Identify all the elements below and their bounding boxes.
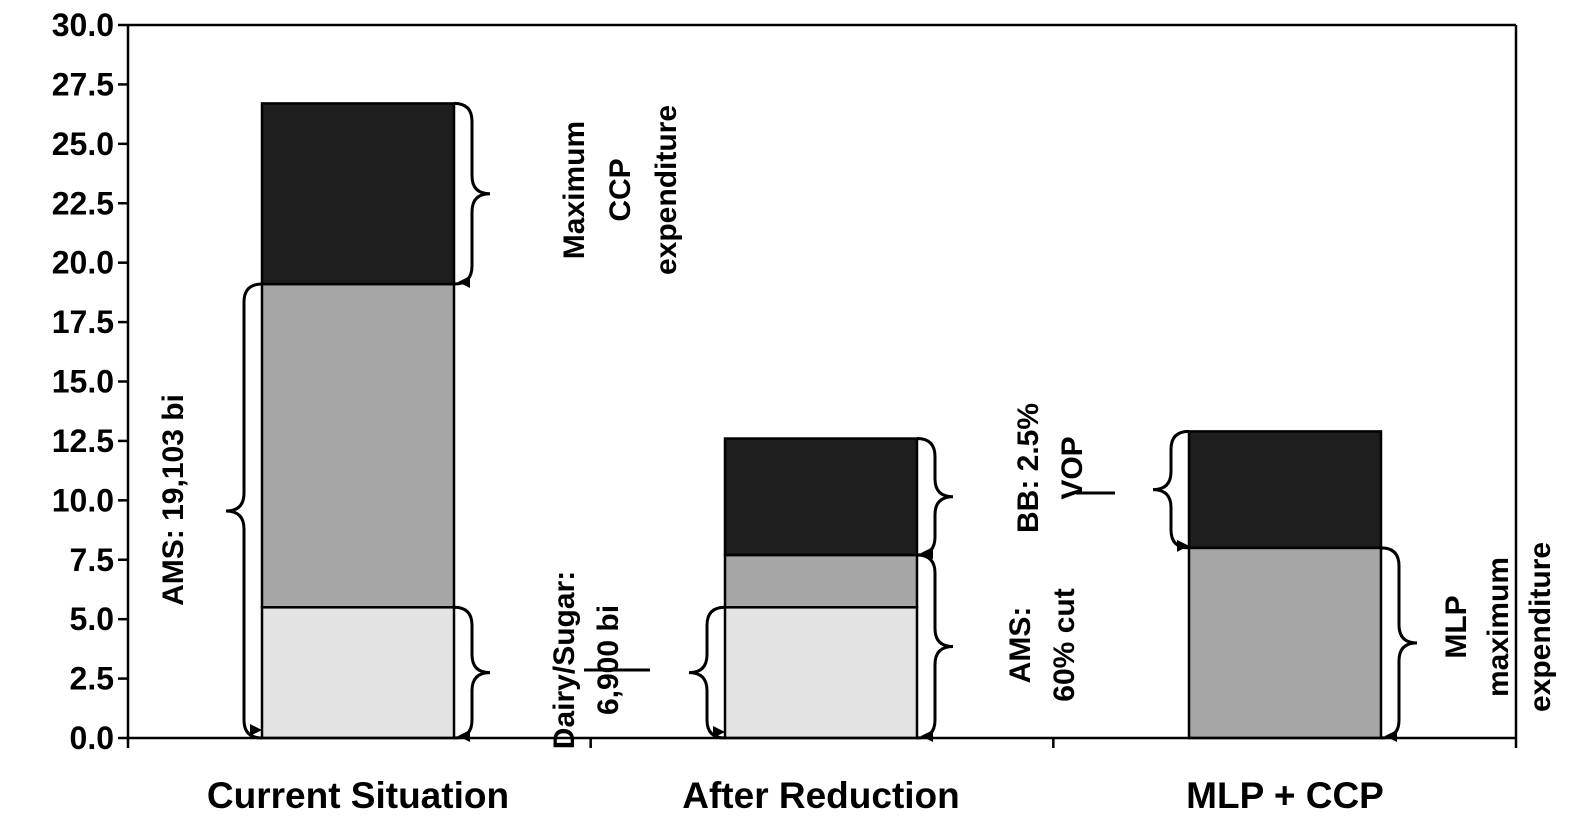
arrow-ams-cut — [921, 730, 933, 742]
category-labels: Current Situation After Reduction MLP + CC… — [207, 775, 1384, 816]
brace-max-ccp — [453, 101, 491, 286]
annotation-ams-cut: AMS: 60% cut — [1004, 588, 1081, 701]
annotation-bb: BB: 2.5% VOP — [1012, 403, 1089, 533]
bar-segment-1-2 — [260, 282, 456, 609]
annotation-bb-line: BB: 2.5% — [1012, 403, 1045, 533]
annotations-layer: Maximum CCP expenditure AMS: 19,103 bi Dairy… — [157, 105, 1557, 749]
y-tick-label: 0.0 — [70, 720, 114, 756]
bar-segment-1-3 — [260, 102, 456, 286]
y-tick-label: 10.0 — [52, 482, 114, 518]
y-tick-label: 15.0 — [52, 364, 114, 400]
bar-segment-2-3 — [723, 437, 919, 557]
annotation-mlp-max-line: MLP — [1440, 595, 1473, 658]
annotation-max-ccp: Maximum CCP expenditure — [558, 105, 683, 275]
brace-mlp-max — [1380, 546, 1418, 740]
x-category-label: Current Situation — [207, 775, 509, 816]
annotation-dairy-sugar-line: Dairy/Sugar: — [548, 571, 581, 749]
annotation-ams-total-line: AMS: 19,103 bi — [157, 394, 190, 606]
brace-ams-cut — [916, 553, 954, 740]
bar-segment-1-1 — [260, 606, 456, 740]
brace-ams-total — [225, 282, 263, 740]
y-tick-label: 22.5 — [52, 185, 114, 221]
brace-bb-after — [916, 437, 954, 557]
annotation-max-ccp-line: CCP — [604, 158, 637, 221]
braces-layer — [225, 101, 1418, 742]
arrow-ams-total — [250, 724, 262, 736]
bars-layer — [260, 102, 1383, 740]
y-tick-label: 20.0 — [52, 245, 114, 281]
y-tick-label: 5.0 — [70, 601, 114, 637]
bar-segment-3-2 — [1187, 546, 1383, 740]
y-tick-label: 25.0 — [52, 126, 114, 162]
annotation-ams-cut-line: 60% cut — [1048, 588, 1081, 701]
y-tick-label: 2.5 — [70, 661, 114, 697]
arrow-dairy-after — [713, 726, 725, 738]
annotation-mlp-max-line: maximum — [1482, 557, 1515, 697]
annotation-ams-total: AMS: 19,103 bi — [157, 394, 190, 606]
bar-segment-2-1 — [723, 606, 919, 740]
annotation-max-ccp-line: expenditure — [650, 105, 683, 275]
arrow-bb-mlp — [1177, 539, 1189, 552]
y-tick-label: 30.0 — [52, 7, 114, 43]
annotation-mlp-max-line: expenditure — [1524, 542, 1557, 712]
bar-segment-2-2 — [723, 553, 919, 609]
arrow-max-ccp — [458, 276, 470, 289]
y-tick-label: 17.5 — [52, 304, 114, 340]
annotation-bb-line: VOP — [1056, 436, 1089, 499]
arrow-bb-after — [921, 546, 933, 559]
brace-bb-mlp — [1152, 429, 1190, 550]
x-category-label: MLP + CCP — [1186, 775, 1384, 816]
annotation-max-ccp-line: Maximum — [558, 121, 591, 259]
arrow-dairy-current — [458, 730, 470, 742]
arrow-mlp-max — [1385, 730, 1397, 742]
annotation-dairy-sugar-line: 6,900 bi — [592, 605, 625, 715]
x-category-label: After Reduction — [682, 775, 960, 816]
axes-layer — [118, 23, 1518, 748]
y-tick-label: 27.5 — [52, 66, 114, 102]
annotation-dairy-sugar: Dairy/Sugar: 6,900 bi — [548, 571, 625, 749]
y-tick-label: 7.5 — [70, 542, 114, 578]
brace-dairy-current — [453, 605, 491, 740]
annotation-mlp-max: MLP maximum expenditure — [1440, 542, 1557, 712]
annotation-ams-cut-line: AMS: — [1004, 607, 1037, 684]
y-tick-labels: 0.0 2.5 5.0 7.5 10.0 12.5 15.0 17.5 20.0 22.5 25.0… — [52, 7, 114, 756]
brace-dairy-after — [688, 605, 726, 740]
bar-segment-3-3 — [1187, 430, 1383, 550]
y-tick-label: 12.5 — [52, 423, 114, 459]
